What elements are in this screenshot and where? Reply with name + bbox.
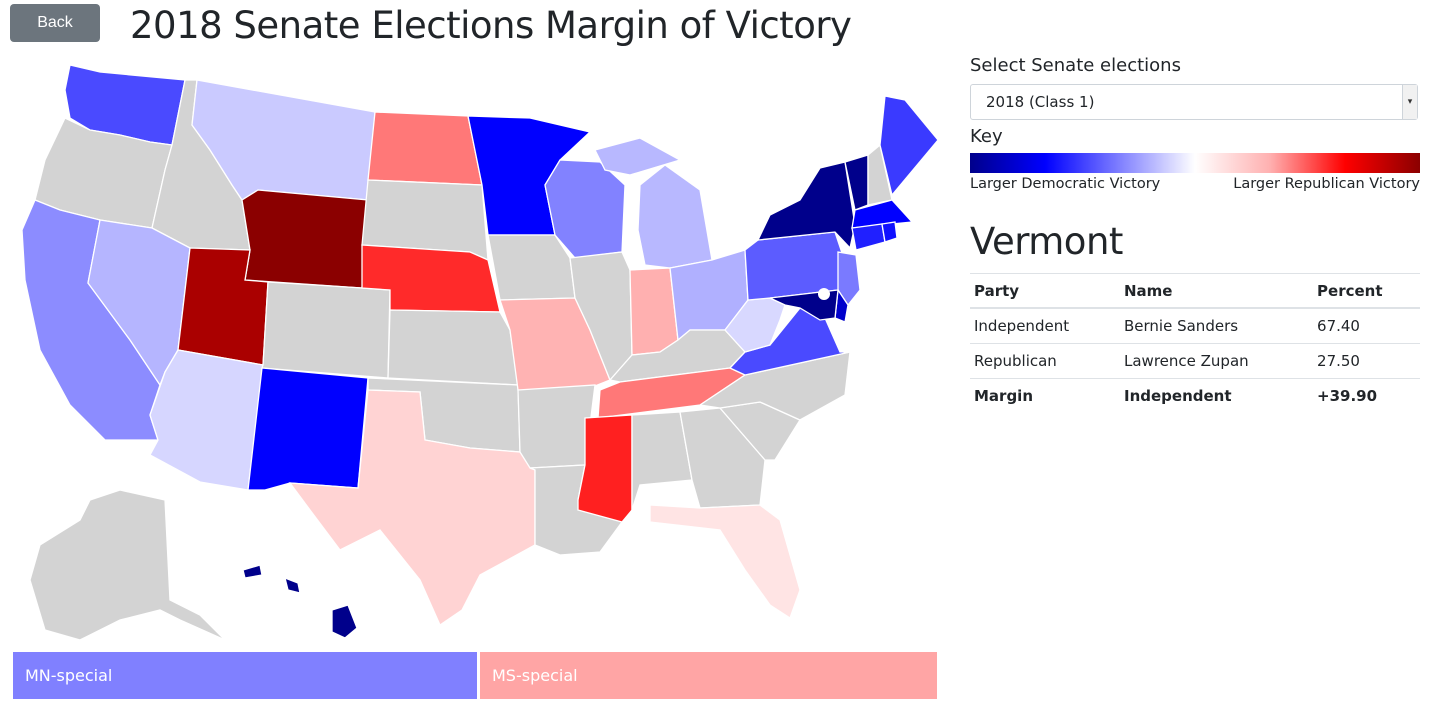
state-nm[interactable]	[247, 367, 369, 491]
column-party: Party	[970, 273, 1120, 309]
select-label: Select Senate elections	[970, 55, 1181, 76]
margin-row: Margin Independent +39.90	[970, 378, 1420, 413]
state-ia[interactable]	[487, 234, 576, 301]
column-name: Name	[1120, 273, 1314, 309]
state-ny[interactable]	[756, 161, 856, 250]
candidate-cell: Lawrence Zupan	[1120, 343, 1314, 379]
state-pa[interactable]	[744, 231, 846, 301]
page-title: 2018 Senate Elections Margin of Victory	[130, 4, 852, 47]
state-wi[interactable]	[544, 159, 626, 259]
state-ri[interactable]	[881, 221, 898, 243]
table-row: Republican Lawrence Zupan 27.50	[970, 343, 1420, 379]
state-ks[interactable]	[387, 309, 519, 386]
state-al[interactable]	[631, 411, 693, 511]
dc-marker[interactable]	[818, 288, 830, 300]
state-ct[interactable]	[851, 223, 886, 251]
state-mi[interactable]	[637, 164, 713, 269]
state-hi[interactable]	[331, 604, 358, 639]
state-fl[interactable]	[649, 504, 801, 619]
key-label: Key	[970, 126, 1003, 147]
percent-cell: 27.50	[1313, 343, 1420, 379]
candidate-cell: Bernie Sanders	[1120, 307, 1314, 344]
key-labels: Larger Democratic Victory Larger Republi…	[970, 176, 1420, 192]
key-left-label: Larger Democratic Victory	[970, 176, 1161, 192]
margin-winner: Independent	[1120, 378, 1314, 413]
state-hi-maui[interactable]	[284, 576, 301, 594]
state-hi-islands[interactable]	[242, 564, 263, 579]
column-percent: Percent	[1313, 273, 1420, 309]
percent-cell: 67.40	[1313, 307, 1420, 344]
margin-value: +39.90	[1313, 378, 1420, 413]
election-select[interactable]: 2018 (Class 1) ▾	[970, 84, 1418, 120]
key-right-label: Larger Republican Victory	[1233, 176, 1420, 192]
selected-state-name: Vermont	[970, 220, 1123, 263]
key-gradient	[970, 153, 1420, 173]
state-tx[interactable]	[288, 389, 536, 626]
info-panel: Select Senate elections 2018 (Class 1) ▾…	[970, 55, 1420, 413]
special-election-ms[interactable]: MS-special	[480, 652, 937, 699]
state-az[interactable]	[149, 349, 264, 491]
state-nd[interactable]	[367, 111, 483, 186]
us-map-svg	[21, 64, 939, 641]
back-button[interactable]: Back	[10, 4, 100, 42]
select-arrow-icon: ▾	[1402, 85, 1417, 119]
state-mi-upper[interactable]	[594, 137, 682, 176]
us-map	[0, 55, 945, 645]
election-select-value: 2018 (Class 1)	[986, 93, 1095, 111]
state-co[interactable]	[261, 281, 391, 379]
state-wy[interactable]	[241, 189, 369, 289]
special-election-mn[interactable]: MN-special	[13, 652, 477, 699]
state-ms[interactable]	[577, 414, 633, 523]
results-header-row: Party Name Percent	[970, 273, 1420, 309]
state-nj[interactable]	[837, 251, 861, 307]
state-ma[interactable]	[851, 199, 914, 229]
state-ar[interactable]	[517, 384, 596, 469]
state-me[interactable]	[879, 95, 939, 197]
party-cell: Republican	[970, 343, 1120, 379]
party-cell: Independent	[970, 307, 1120, 344]
margin-label: Margin	[970, 378, 1120, 413]
table-row: Independent Bernie Sanders 67.40	[970, 307, 1420, 344]
results-table: Party Name Percent Independent Bernie Sa…	[970, 273, 1420, 413]
state-ak[interactable]	[29, 489, 226, 641]
